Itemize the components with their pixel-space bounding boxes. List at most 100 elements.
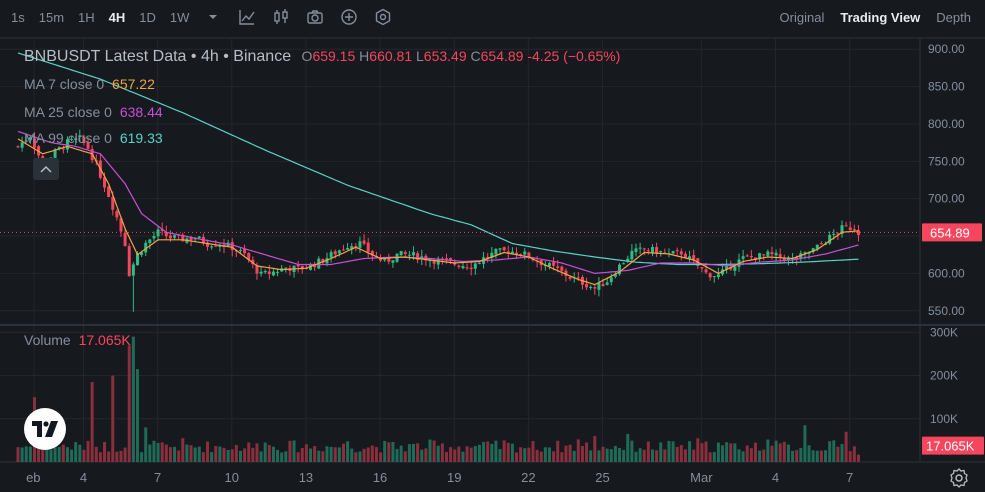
volume-bar: [436, 445, 440, 462]
candle: [766, 251, 770, 256]
chevron-down-icon[interactable]: [202, 6, 224, 28]
candle: [259, 271, 263, 274]
candle: [206, 242, 210, 247]
view-original[interactable]: Original: [779, 9, 825, 25]
volume-bar: [477, 444, 481, 462]
candle: [683, 253, 687, 259]
current-price-tag: [922, 223, 982, 242]
volume-bar: [135, 369, 139, 462]
camera-icon[interactable]: [304, 6, 326, 28]
timeframe-1w[interactable]: 1W: [169, 9, 190, 25]
volume-bar: [708, 452, 712, 462]
candle: [519, 254, 523, 256]
volume-bar: [284, 451, 288, 462]
volume-bar: [700, 443, 704, 462]
volume-bar: [317, 450, 321, 462]
candle: [86, 142, 90, 149]
volume-bar: [181, 438, 185, 462]
volume-bar: [774, 440, 778, 462]
ma99-legend[interactable]: MA 99 close 0 619.33: [24, 130, 163, 146]
current-volume-label: 17.065K: [926, 439, 975, 454]
volume-bar: [267, 445, 271, 462]
volume-bar: [580, 446, 584, 462]
volume-bar: [568, 444, 572, 462]
ma25-line: [17, 130, 859, 275]
candle: [119, 218, 123, 232]
volume-bar: [214, 445, 218, 462]
volume-bar: [131, 336, 135, 462]
chart-settings-icon[interactable]: [948, 467, 970, 489]
volume-bar: [247, 442, 251, 462]
ma25-label: MA 25 close 0: [24, 104, 112, 120]
volume-bar: [444, 451, 448, 462]
candle: [160, 229, 164, 231]
timeframe-4h[interactable]: 4H: [108, 9, 126, 25]
volume-bar: [683, 449, 687, 462]
volume-bar: [473, 446, 477, 462]
candle: [490, 252, 494, 258]
candle: [547, 263, 551, 267]
volume-bar: [803, 425, 807, 462]
candle: [782, 258, 786, 261]
candle: [733, 266, 737, 271]
volume-bar: [716, 442, 720, 462]
candle: [152, 236, 156, 239]
candle: [560, 266, 564, 271]
volume-bar: [341, 443, 345, 462]
current-price-label: 654.89: [930, 225, 970, 240]
ma7-legend[interactable]: MA 7 close 0 657.22: [24, 76, 155, 92]
volume-tick-label: 200K: [930, 369, 958, 383]
volume-bar: [745, 445, 749, 462]
candle: [725, 265, 729, 270]
candle: [700, 267, 704, 269]
candle: [712, 276, 716, 278]
volume-bar: [271, 446, 275, 462]
volume-bar: [539, 451, 543, 462]
time-tick-label: 4: [80, 470, 87, 485]
open-label: O: [301, 48, 313, 64]
volume-bar: [601, 446, 605, 462]
view-depth[interactable]: Depth: [936, 9, 971, 25]
timeframe-15m[interactable]: 15m: [38, 9, 65, 25]
timeframe-1d[interactable]: 1D: [139, 9, 156, 25]
candle: [786, 257, 790, 261]
volume-bar: [449, 447, 453, 462]
timeframe-1h[interactable]: 1H: [78, 9, 95, 25]
indicator-icon[interactable]: [236, 6, 258, 28]
candle: [692, 255, 696, 260]
candle: [436, 258, 440, 265]
add-icon[interactable]: [338, 6, 360, 28]
view-trading-view[interactable]: Trading View: [840, 9, 921, 25]
settings-hex-icon[interactable]: [372, 6, 394, 28]
volume-bar: [663, 449, 667, 462]
candle: [131, 264, 135, 276]
candle: [189, 237, 193, 241]
volume-bar: [469, 447, 473, 462]
candle: [832, 233, 836, 235]
candle-type-icon[interactable]: [270, 6, 292, 28]
volume-bar: [210, 452, 214, 462]
volume-bar: [852, 446, 856, 462]
volume-bar: [238, 450, 242, 462]
volume-bar: [729, 443, 733, 462]
candle: [61, 148, 65, 150]
tradingview-logo[interactable]: [24, 408, 66, 450]
candle: [362, 240, 366, 244]
volume-bar: [762, 449, 766, 462]
price-tick-label: 850.00: [928, 80, 965, 94]
volume-bar: [37, 445, 41, 462]
candle: [370, 250, 374, 256]
volume-bar: [193, 447, 197, 462]
volume-bar: [576, 439, 580, 462]
timeframe-1s[interactable]: 1s: [11, 9, 25, 25]
candle: [828, 234, 832, 244]
volume-bar: [519, 447, 523, 462]
candle: [749, 256, 753, 258]
volume-bar: [848, 451, 852, 462]
collapse-legend-button[interactable]: [33, 158, 59, 180]
ma25-legend[interactable]: MA 25 close 0 638.44: [24, 104, 163, 120]
candle: [469, 267, 473, 270]
volume-bar: [498, 449, 502, 462]
volume-bar: [391, 441, 395, 462]
